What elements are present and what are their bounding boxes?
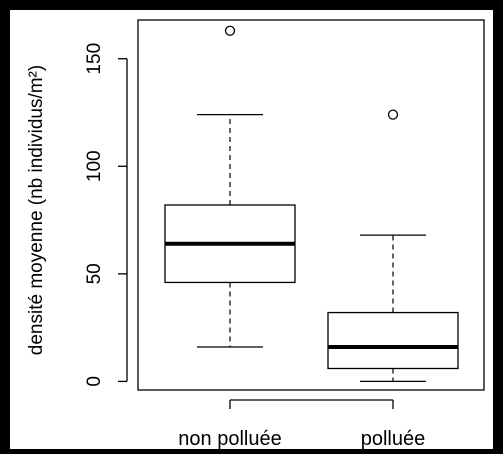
x-tick-label: non polluée <box>178 428 281 449</box>
x-axis: non polluée polluée <box>178 399 426 450</box>
box-group <box>164 25 296 348</box>
y-tick-label: 150 <box>84 43 105 75</box>
boxes-layer <box>164 25 459 383</box>
y-tick-label: 50 <box>84 263 105 284</box>
outlier-point <box>224 25 236 36</box>
plot-area-border <box>137 19 485 391</box>
y-tick-label: 100 <box>84 150 105 182</box>
x-tick-label: polluée <box>361 428 426 449</box>
y-axis-label: densité moyenne (nb individus/m²) <box>26 65 47 355</box>
y-tick-label: 0 <box>84 376 105 387</box>
outlier-point <box>387 109 399 120</box>
iqr-box <box>327 311 459 370</box>
box-group <box>327 109 459 383</box>
y-axis: 0 50 100 150 <box>84 43 128 387</box>
